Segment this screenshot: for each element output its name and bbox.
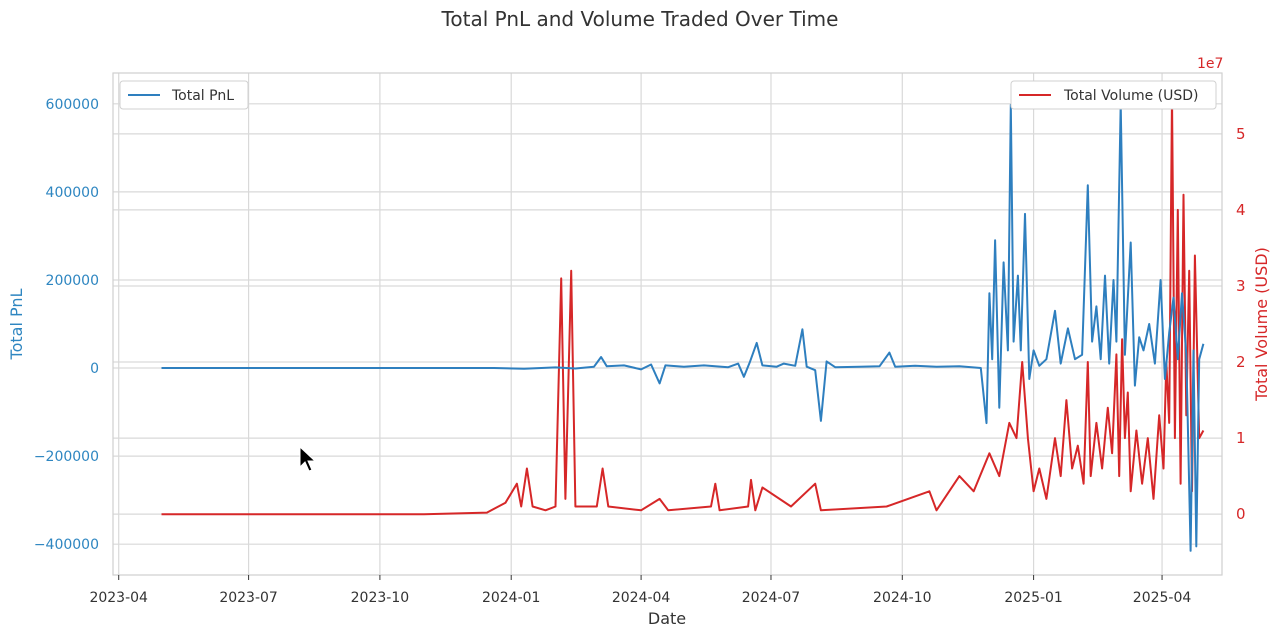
- right-tick-label: 0: [1236, 505, 1246, 523]
- right-axis-offset-label: 1e7: [1197, 56, 1223, 72]
- left-tick-label: −200000: [34, 449, 99, 465]
- legend-right-label: Total Volume (USD): [1063, 88, 1199, 104]
- right-tick-label: 1: [1236, 429, 1246, 447]
- left-tick-labels: −400000 −200000 0 200000 400000 600000: [34, 97, 99, 553]
- chart-title: Total PnL and Volume Traded Over Time: [441, 7, 839, 31]
- x-tick-label: 2024-04: [612, 590, 671, 606]
- x-tick-label: 2024-10: [873, 590, 932, 606]
- right-tick-label: 2: [1236, 353, 1246, 371]
- x-gridlines: [118, 73, 1163, 575]
- left-axis-label: Total PnL: [7, 288, 26, 360]
- series-line-total-pnl: [161, 102, 1205, 552]
- x-tick-label: 2025-01: [1004, 590, 1063, 606]
- right-axis-label: Total Volume (USD): [1252, 247, 1271, 402]
- right-tick-label: 4: [1236, 201, 1246, 219]
- left-tick-label: 0: [90, 361, 99, 377]
- left-tick-label: 600000: [46, 97, 99, 113]
- right-tick-labels: 0 1 2 3 4 5: [1236, 125, 1246, 523]
- x-tick-label: 2024-07: [742, 590, 801, 606]
- x-tick-label: 2023-04: [89, 590, 148, 606]
- left-tick-label: 200000: [46, 273, 99, 289]
- right-tick-label: 3: [1236, 277, 1246, 295]
- right-tick-label: 5: [1236, 125, 1246, 143]
- legend-left-label: Total PnL: [171, 88, 234, 104]
- left-gridlines: [113, 103, 1222, 545]
- x-tick-labels: 2023-04 2023-07 2023-10 2024-01 2024-04 2024-…: [89, 575, 1191, 606]
- x-tick-label: 2023-07: [219, 590, 278, 606]
- x-tick-label: 2025-04: [1133, 590, 1192, 606]
- mouse-cursor-icon: [299, 445, 317, 472]
- legend-left: Total PnL: [119, 80, 249, 110]
- series-line-total-volume: [161, 94, 1205, 516]
- x-tick-label: 2023-10: [351, 590, 410, 606]
- left-tick-label: −400000: [34, 537, 99, 553]
- x-axis-label: Date: [648, 609, 686, 628]
- series-layer: [161, 94, 1205, 552]
- x-tick-label: 2024-01: [482, 590, 541, 606]
- plot-frame: [112, 72, 1223, 576]
- legend-right: Total Volume (USD): [1010, 80, 1217, 110]
- left-tick-label: 400000: [46, 185, 99, 201]
